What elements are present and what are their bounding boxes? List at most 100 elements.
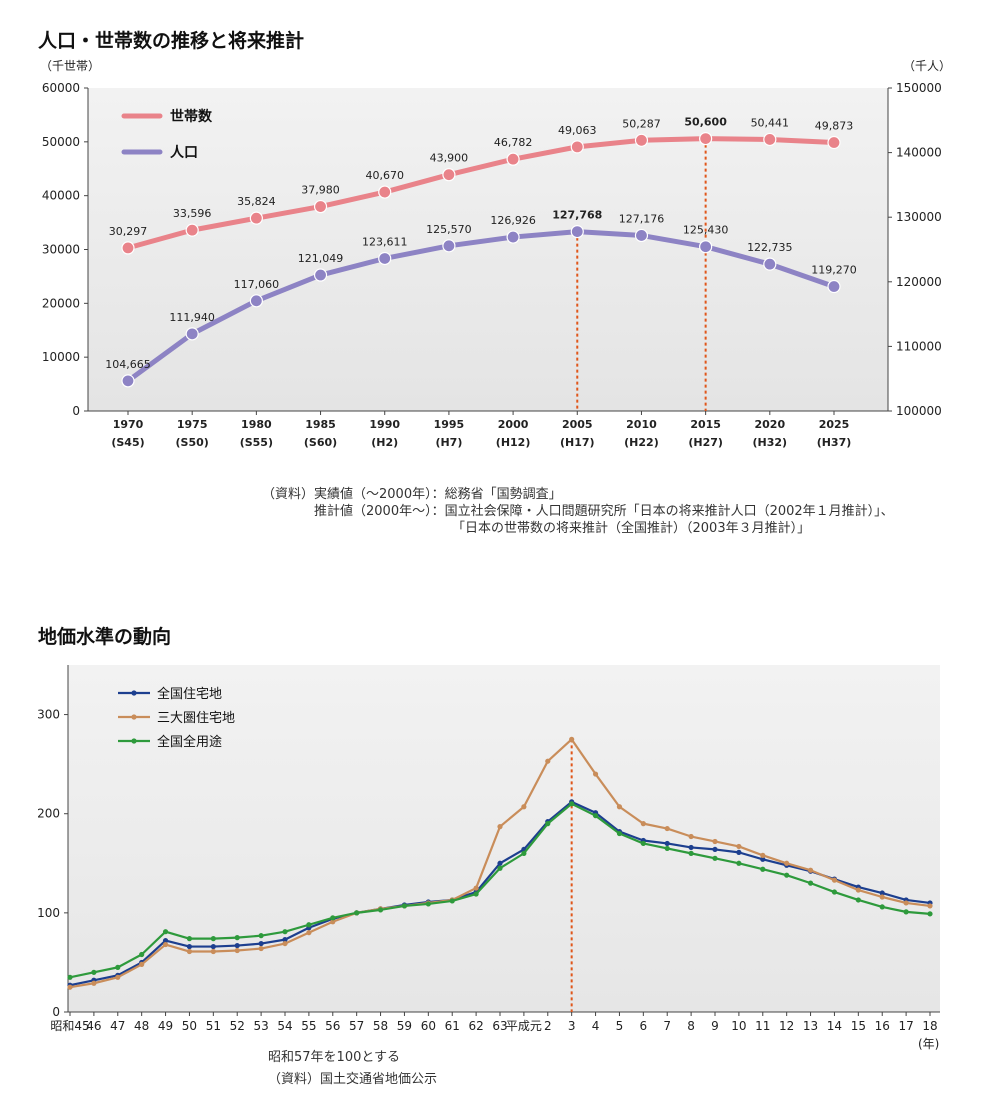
x-tick-label: 53 (253, 1019, 268, 1033)
chart1-note-estimate: 推計値（2000年～）：国立社会保障・人口問題研究所「日本の将来推計人口（200… (314, 504, 894, 519)
data-point (640, 821, 646, 827)
x-tick-label: 47 (110, 1019, 125, 1033)
data-point (927, 911, 933, 917)
data-point (497, 824, 503, 830)
x-tick-label: 62 (468, 1019, 483, 1033)
data-label: 119,270 (811, 264, 857, 277)
x-tick-sublabel: (H7) (435, 436, 462, 449)
data-point (234, 942, 240, 949)
x-tick-label: 5 (616, 1019, 624, 1033)
data-point (664, 845, 670, 852)
series-line-households (125, 136, 837, 251)
data-point (162, 938, 169, 944)
x-tick-label: 9 (711, 1019, 719, 1033)
data-point (354, 910, 360, 916)
data-point (306, 922, 312, 928)
x-tick-label: 48 (134, 1019, 149, 1033)
data-point (634, 228, 649, 243)
x-tick-sublabel: (S55) (240, 436, 273, 449)
data-point (760, 856, 766, 862)
data-point (763, 257, 777, 271)
x-tick-sublabel: (S50) (176, 436, 209, 449)
x-tick-sublabel: (H17) (560, 436, 595, 449)
data-point (712, 846, 718, 853)
data-label: 127,768 (552, 209, 602, 222)
x-axis-unit: (年) (918, 1037, 939, 1051)
data-point (121, 374, 135, 388)
data-point (249, 211, 263, 225)
data-point (827, 135, 841, 150)
right-tick-label: 130000 (896, 210, 942, 224)
data-point (879, 894, 885, 900)
data-point (442, 168, 456, 182)
data-point (699, 240, 713, 254)
left-tick-label: 40000 (42, 189, 80, 203)
x-tick-label: 13 (803, 1019, 818, 1033)
x-tick-label: 1975 (177, 418, 208, 431)
data-point (616, 804, 623, 810)
data-point (282, 929, 288, 935)
data-point (545, 758, 551, 764)
x-tick-label: 12 (779, 1019, 794, 1033)
x-tick-label: 55 (301, 1019, 316, 1033)
data-label: 40,670 (365, 169, 404, 182)
x-tick-sublabel: (H32) (753, 436, 788, 449)
data-point (712, 838, 718, 845)
data-point (67, 984, 73, 990)
x-tick-label: 3 (568, 1019, 576, 1033)
data-point (378, 251, 392, 266)
data-point (162, 941, 169, 948)
data-label: 127,176 (619, 212, 665, 225)
data-point (258, 933, 264, 939)
data-point (186, 936, 193, 942)
data-label: 33,596 (173, 207, 212, 220)
y-tick-label: 200 (37, 807, 60, 821)
x-tick-sublabel: (H37) (817, 436, 852, 449)
right-tick-label: 140000 (896, 146, 942, 160)
x-tick-label: 50 (182, 1019, 197, 1033)
x-tick-label: 15 (851, 1019, 866, 1033)
x-tick-label: 54 (277, 1019, 292, 1033)
x-tick-sublabel: (S45) (111, 436, 144, 449)
x-tick-sublabel: (S60) (304, 436, 337, 449)
left-tick-label: 0 (72, 404, 80, 418)
data-label: 37,980 (301, 184, 340, 197)
data-point (115, 964, 121, 970)
data-point (313, 268, 328, 282)
x-tick-label: 52 (230, 1019, 245, 1033)
data-label: 50,600 (684, 116, 727, 129)
left-tick-label: 30000 (42, 243, 80, 257)
legend-marker (131, 690, 137, 696)
data-point (506, 230, 520, 244)
data-point (91, 969, 97, 975)
data-label: 126,926 (490, 214, 536, 227)
data-point (903, 909, 909, 915)
data-point (664, 825, 670, 832)
data-point (545, 821, 551, 827)
data-point (378, 185, 392, 199)
data-point (855, 887, 861, 893)
x-tick-label: 46 (86, 1019, 101, 1033)
data-point (688, 844, 694, 851)
x-tick-label: 17 (898, 1019, 913, 1033)
data-label: 30,297 (109, 225, 148, 238)
x-tick-label: 平成元 (506, 1019, 542, 1033)
data-point (807, 867, 814, 873)
data-point (497, 860, 503, 866)
data-point (162, 929, 169, 935)
left-tick-label: 10000 (42, 350, 80, 364)
data-label: 125,430 (683, 224, 729, 237)
data-point (330, 915, 336, 921)
left-tick-label: 60000 (42, 81, 80, 95)
data-point (616, 830, 623, 837)
data-label: 46,782 (494, 136, 533, 149)
x-tick-label: 59 (397, 1019, 412, 1033)
x-tick-label: 10 (731, 1019, 746, 1033)
data-label: 123,611 (362, 235, 408, 248)
right-axis-unit: （千人） (903, 59, 951, 73)
data-point (139, 961, 145, 968)
data-point (569, 736, 575, 742)
data-point (185, 223, 199, 237)
data-point (521, 850, 527, 856)
legend-label: 三大圏住宅地 (157, 711, 235, 726)
